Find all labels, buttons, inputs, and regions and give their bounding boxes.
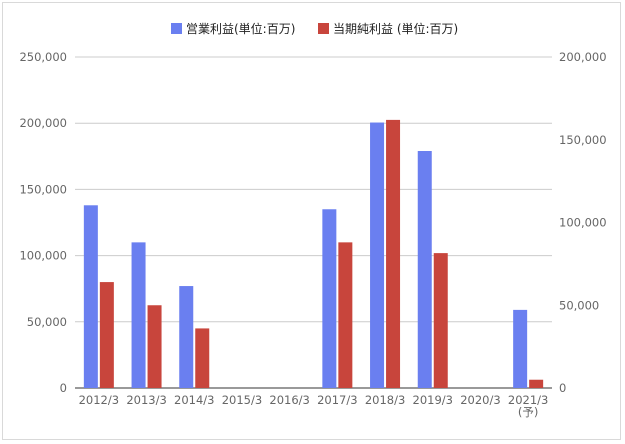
- x-tick-label-line: 2019/3: [413, 393, 453, 407]
- x-tick-label: 2016/3: [269, 393, 309, 407]
- bar-net-income: [99, 282, 114, 388]
- left-tick-label: 250,000: [19, 50, 67, 64]
- bar-net-income: [147, 305, 162, 388]
- x-tick-label-line: 2015/3: [222, 393, 262, 407]
- bar-operating-profit: [417, 151, 432, 388]
- right-axis: 0 50,000 100,000 150,000 200,000: [559, 50, 607, 395]
- bars: [83, 119, 544, 389]
- x-tick-label-line: 2013/3: [126, 393, 166, 407]
- x-tick-label-line: 2018/3: [365, 393, 405, 407]
- x-axis: 2012/3 2013/3 2014/3 2015/3 2016/3 2017/3 2018…: [79, 393, 549, 419]
- x-tick-label: 2020/3: [460, 393, 500, 407]
- x-tick-label: 2014/3: [174, 393, 214, 407]
- x-tick-label: 2012/3: [79, 393, 119, 407]
- x-tick-label-line: (予): [518, 405, 538, 419]
- left-tick-label: 0: [60, 381, 67, 395]
- left-tick-label: 100,000: [19, 249, 67, 263]
- gridlines: [75, 56, 552, 389]
- legend-swatch-net-income: [318, 23, 329, 34]
- bar-operating-profit: [131, 242, 146, 388]
- right-tick-label: 50,000: [559, 298, 599, 312]
- bar-net-income: [529, 379, 544, 388]
- x-tick-label-line: 2017/3: [317, 393, 357, 407]
- x-tick-label: 2013/3: [126, 393, 166, 407]
- bar-net-income: [338, 242, 353, 388]
- x-tick-label-line: 2020/3: [460, 393, 500, 407]
- left-axis: 0 50,000 100,000 150,000 200,000 250,000: [19, 50, 67, 395]
- x-tick-label: 2019/3: [413, 393, 453, 407]
- x-tick-label: 2021/3 (予): [508, 393, 548, 419]
- right-tick-label: 150,000: [559, 133, 607, 147]
- x-tick-label: 2015/3: [222, 393, 262, 407]
- bar-operating-profit: [513, 309, 528, 388]
- left-tick-label: 150,000: [19, 182, 67, 196]
- bar-operating-profit: [179, 286, 194, 388]
- bar-operating-profit: [370, 122, 385, 389]
- bar-operating-profit: [83, 205, 98, 388]
- legend-label-net-income: 当期純利益 (単位:百万): [333, 21, 458, 36]
- x-tick-label-line: 2014/3: [174, 393, 214, 407]
- legend-swatch-operating-profit: [171, 23, 182, 34]
- x-tick-label: 2018/3: [365, 393, 405, 407]
- bar-operating-profit: [322, 209, 337, 388]
- right-tick-label: 200,000: [559, 50, 607, 64]
- left-tick-label: 200,000: [19, 116, 67, 130]
- left-tick-label: 50,000: [27, 315, 67, 329]
- right-tick-label: 0: [559, 381, 566, 395]
- bar-net-income: [433, 253, 448, 388]
- x-tick-label-line: 2012/3: [79, 393, 119, 407]
- legend: 営業利益(単位:百万) 当期純利益 (単位:百万): [171, 21, 458, 36]
- bar-net-income: [386, 119, 401, 388]
- x-tick-label: 2017/3: [317, 393, 357, 407]
- bar-net-income: [195, 328, 210, 388]
- right-tick-label: 100,000: [559, 216, 607, 230]
- chart-frame: [2, 2, 621, 440]
- x-tick-label-line: 2021/3: [508, 393, 548, 407]
- legend-label-operating-profit: 営業利益(単位:百万): [186, 21, 295, 36]
- x-tick-label-line: 2016/3: [269, 393, 309, 407]
